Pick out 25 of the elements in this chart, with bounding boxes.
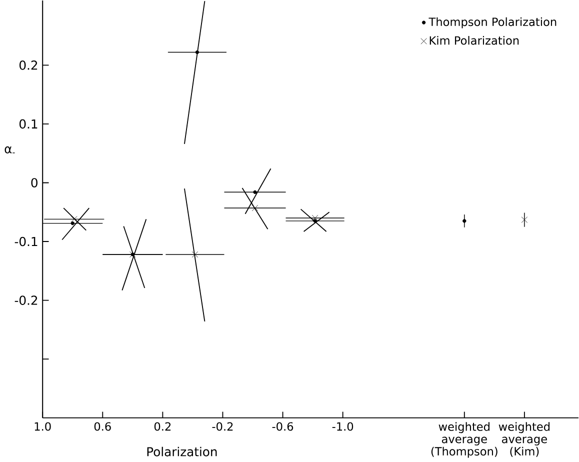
x-tick-label: 1.0 [34,422,51,431]
point [253,190,257,194]
point [70,222,74,226]
point [313,219,317,223]
x-tick-label: 0.2 [154,422,171,431]
y-tick-label: 0 [31,178,38,188]
point [521,216,528,223]
point [312,214,318,222]
x-tick-label: 0.6 [94,422,111,431]
y-tick-label: 0.1 [20,119,38,129]
x-tick-label: -0.2 [212,422,233,431]
x-tick-label: weighted average (Kim) [498,422,550,457]
legend-label: Kim Polarization [430,36,519,45]
x-axis-title: Polarization [147,446,217,456]
point [192,251,198,258]
legend-label: Thompson Polarization [428,17,556,28]
y-tick-label: 0.2 [20,60,38,70]
y-tick-label: -0.2 [14,296,38,306]
point [462,219,466,223]
point [195,50,200,54]
x-tick-label: weighted average (Thompson) [431,422,498,458]
y-tick-label: -0.1 [14,236,38,246]
x-tick-label: -0.6 [272,422,294,431]
y-axis-title: α$_{-}$ [4,146,15,154]
x-tick-label: -1.0 [332,422,354,431]
